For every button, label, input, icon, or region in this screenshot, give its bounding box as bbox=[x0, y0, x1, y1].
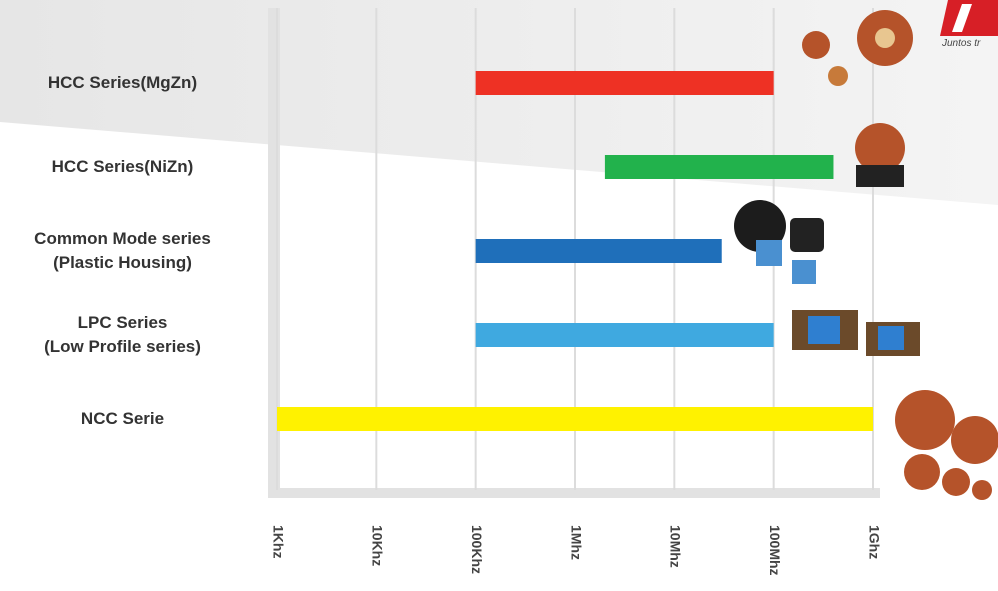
category-label: Common Mode series (Plastic Housing) bbox=[34, 229, 211, 272]
x-tick-label: 100Mhz bbox=[767, 525, 783, 576]
category-label: NCC Serie bbox=[80, 409, 165, 428]
x-tick-label: 100Khz bbox=[469, 525, 485, 574]
background-band bbox=[0, 0, 998, 205]
x-tick-label: 10Mhz bbox=[668, 525, 684, 568]
product-images bbox=[734, 10, 998, 500]
x-axis bbox=[268, 488, 880, 498]
bar bbox=[475, 323, 774, 347]
bar bbox=[277, 407, 873, 431]
bar bbox=[604, 155, 834, 179]
bar bbox=[475, 239, 722, 263]
x-tick-label: 1Khz bbox=[270, 525, 286, 558]
x-tick-label: 1Mhz bbox=[568, 525, 584, 560]
category-label: HCC Series(NiZn) bbox=[51, 157, 194, 176]
category-label: LPC Series (Low Profile series) bbox=[44, 313, 201, 356]
x-tick-label: 1Ghz bbox=[866, 525, 882, 559]
category-label: HCC Series(MgZn) bbox=[47, 73, 198, 92]
x-tick-label: 10Khz bbox=[370, 525, 386, 566]
logo-text: Juntos tr bbox=[941, 38, 981, 49]
logo-mark bbox=[952, 4, 972, 32]
bar bbox=[475, 71, 774, 95]
